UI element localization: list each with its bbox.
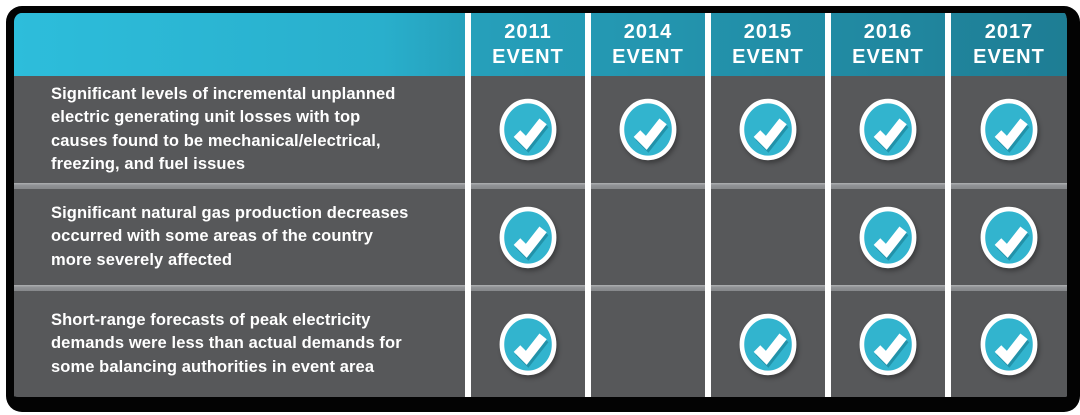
row-separator xyxy=(14,285,1067,291)
header-band xyxy=(14,13,1067,76)
event-label: EVENT xyxy=(612,45,684,68)
check-cell-r2-2014 xyxy=(591,189,705,285)
check-cell-r2-2015 xyxy=(711,189,825,285)
check-cell-r2-2011 xyxy=(471,189,585,285)
check-cell-r1-2016 xyxy=(831,76,945,183)
check-cell-r1-2017 xyxy=(951,76,1067,183)
checkmark-icon xyxy=(980,98,1038,161)
event-label: EVENT xyxy=(732,45,804,68)
column-header-2017: 2017 EVENT xyxy=(951,13,1067,76)
check-cell-r3-2014 xyxy=(591,291,705,397)
check-cell-r1-2014 xyxy=(591,76,705,183)
event-label: EVENT xyxy=(973,45,1045,68)
check-cell-r1-2015 xyxy=(711,76,825,183)
checkmark-icon xyxy=(739,98,797,161)
checkmark-icon xyxy=(619,98,677,161)
checkmark-icon xyxy=(980,206,1038,268)
check-cell-r3-2016 xyxy=(831,291,945,397)
year-label: 2016 xyxy=(863,20,913,43)
column-separator xyxy=(465,13,471,397)
check-cell-r1-2011 xyxy=(471,76,585,183)
year-label: 2011 xyxy=(504,20,552,43)
check-cell-r3-2015 xyxy=(711,291,825,397)
row-label-text: Short-range forecasts of peak electricit… xyxy=(51,310,402,376)
check-cell-r2-2016 xyxy=(831,189,945,285)
column-header-2016: 2016 EVENT xyxy=(831,13,945,76)
checkmark-icon xyxy=(499,206,557,268)
column-separator xyxy=(945,13,951,397)
column-header-2015: 2015 EVENT xyxy=(711,13,825,76)
column-header-2011: 2011 EVENT xyxy=(471,13,585,76)
row-label-text: Significant levels of incremental unplan… xyxy=(51,84,396,173)
year-label: 2015 xyxy=(743,20,793,43)
checkmark-icon xyxy=(499,98,557,161)
row-label-text: Significant natural gas production decre… xyxy=(51,203,409,269)
column-separator xyxy=(585,13,591,397)
checkmark-icon xyxy=(739,313,797,375)
row-label-generation-losses: Significant levels of incremental unplan… xyxy=(14,76,465,183)
table-grid: 2011 EVENT 2014 EVENT 2015 EVENT 2016 EV… xyxy=(14,13,1067,397)
check-cell-r2-2017 xyxy=(951,189,1067,285)
header-corner xyxy=(14,13,465,76)
check-cell-r3-2011 xyxy=(471,291,585,397)
checkmark-icon xyxy=(499,313,557,375)
checkmark-icon xyxy=(859,206,917,268)
year-label: 2014 xyxy=(623,20,673,43)
row-separator xyxy=(14,183,1067,189)
event-comparison-table: 2011 EVENT 2014 EVENT 2015 EVENT 2016 EV… xyxy=(6,6,1080,412)
checkmark-icon xyxy=(859,98,917,161)
event-label: EVENT xyxy=(852,45,924,68)
checkmark-icon xyxy=(859,313,917,375)
row-label-demand-forecasts: Short-range forecasts of peak electricit… xyxy=(14,291,465,397)
checkmark-icon xyxy=(980,313,1038,375)
column-separator xyxy=(705,13,711,397)
check-cell-r3-2017 xyxy=(951,291,1067,397)
column-separator xyxy=(825,13,831,397)
event-label: EVENT xyxy=(492,45,564,68)
year-label: 2017 xyxy=(984,20,1034,43)
row-label-gas-production: Significant natural gas production decre… xyxy=(14,189,465,285)
column-header-2014: 2014 EVENT xyxy=(591,13,705,76)
